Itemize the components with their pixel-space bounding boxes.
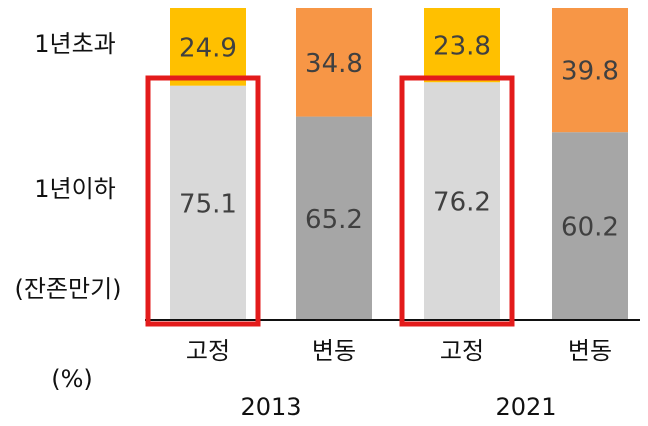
x-tick-label: 변동 (568, 337, 612, 365)
bar-segment (424, 8, 500, 83)
bar-segment (296, 8, 372, 117)
bar-segment (170, 85, 246, 320)
data-label: 24.9 (179, 33, 237, 63)
x-tick-label: 고정 (440, 337, 484, 365)
x-tick-label: 변동 (312, 337, 356, 365)
group-label: 2013 (240, 393, 301, 421)
data-label: 23.8 (433, 32, 491, 62)
series-label: 1년이하 (34, 175, 116, 203)
unit-label: (%) (51, 365, 93, 393)
data-label: 65.2 (305, 205, 363, 235)
x-tick-label: 고정 (186, 337, 230, 365)
highlight-box (399, 75, 515, 327)
bar-segment (170, 8, 246, 86)
bar-segment (296, 116, 372, 321)
highlight-box (145, 75, 261, 327)
series-label: 1년초과 (34, 30, 116, 58)
group-label: 2021 (495, 393, 556, 421)
bar-segment (424, 82, 500, 320)
data-label: 75.1 (179, 189, 237, 219)
bar-segment (552, 8, 628, 133)
bar-segment (552, 132, 628, 320)
data-label: 39.8 (561, 57, 619, 87)
data-label: 60.2 (561, 213, 619, 243)
data-label: 34.8 (305, 49, 363, 79)
axis-note: (잔존만기) (14, 275, 121, 303)
data-label: 76.2 (433, 188, 491, 218)
